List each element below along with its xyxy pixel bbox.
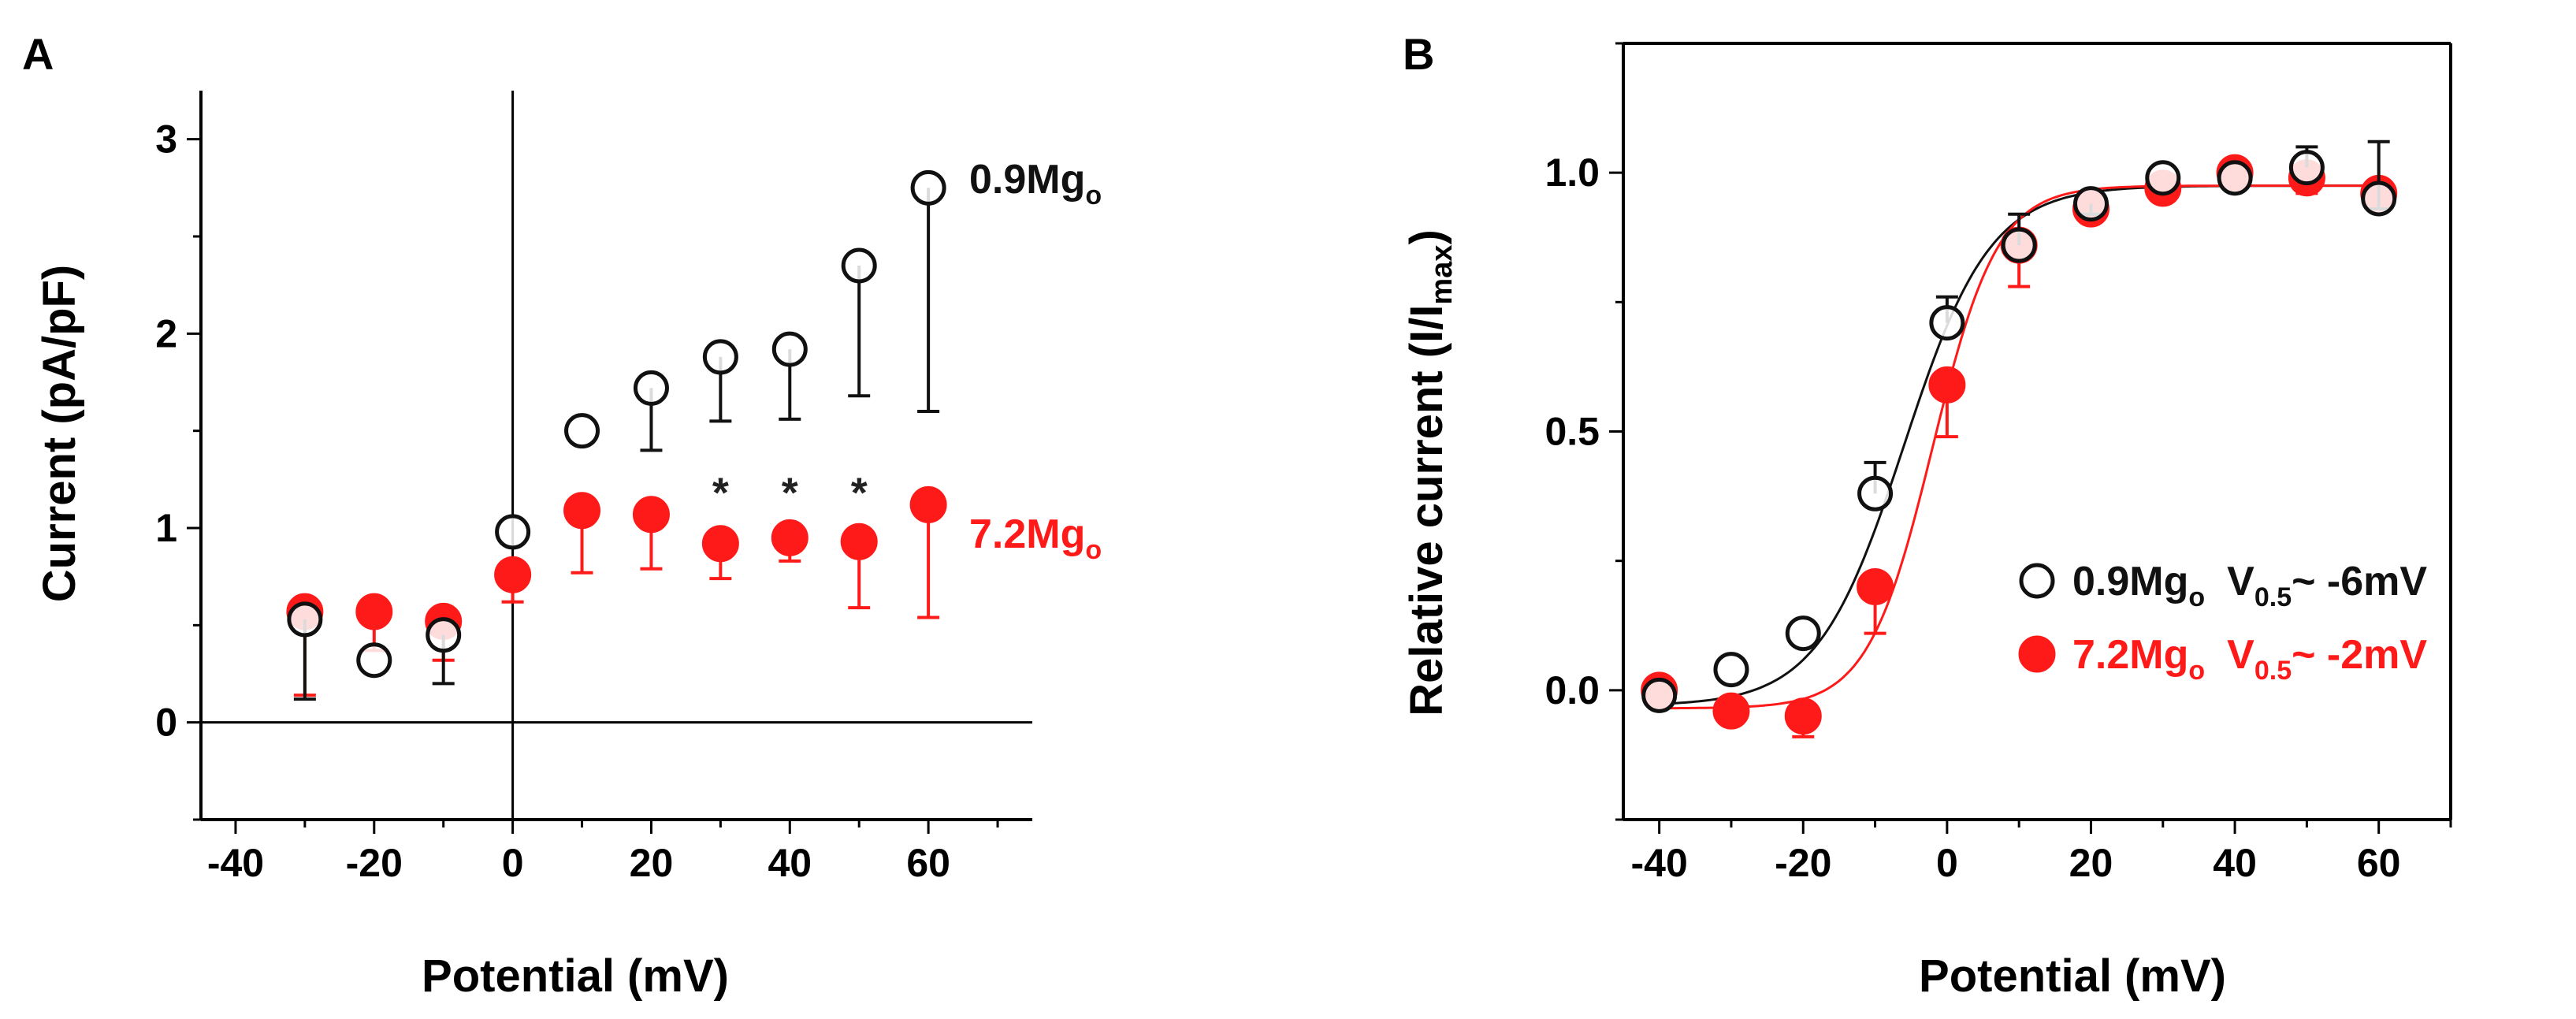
panel-a-point-control (910, 169, 946, 206)
panel-b-x-tick-label: 40 (2213, 841, 2257, 885)
panel-a-point-control (287, 601, 323, 638)
panel-b-point-control (2145, 160, 2181, 196)
panel-b-point-control (2001, 227, 2037, 263)
panel-a: A -40 -20 0 20 40 60 0 1 2 3 * * * Potential (mV) Cu… (22, 29, 1102, 1002)
panel-b-point-control (1713, 652, 1749, 688)
panel-a-point-high-mg (563, 492, 601, 530)
panel-b-plot-area: -40 -20 0 20 40 60 0.0 0.5 1.0 (1544, 42, 2452, 885)
panel-a-letter: A (22, 29, 54, 79)
panel-b-y-tick-label: 0.0 (1544, 668, 1600, 712)
panel-b-y-axis-title: Relative current (I/Imax) (1401, 229, 1459, 716)
panel-a-point-high-mg (771, 519, 808, 556)
panel-b-point-control (1641, 677, 1678, 713)
panel-a-point-high-mg (355, 593, 393, 630)
legend-label-control: 0.9Mgo V0.5~ -6mV (2072, 559, 2427, 612)
panel-a-significance-star: * (782, 470, 798, 517)
panel-b-x-tick-label: 0 (1936, 841, 1958, 885)
panel-a-label-high-mg: 7.2Mgo (969, 511, 1102, 565)
panel-a-y-axis-title: Current (pA/pF) (34, 265, 85, 603)
panel-a-point-high-mg (632, 496, 670, 534)
legend-marker-high-mg (2018, 635, 2056, 673)
panel-b-point-control (1785, 615, 1821, 652)
panel-b-x-tick-label: 60 (2357, 841, 2401, 885)
panel-b-point-control (2288, 150, 2325, 186)
legend-label-high-mg: 7.2Mgo V0.5~ -2mV (2072, 632, 2427, 686)
panel-a-label-control: 0.9Mgo (969, 157, 1102, 210)
panel-b-point-control (2072, 186, 2109, 222)
panel-b-x-axis-title: Potential (mV) (1919, 950, 2226, 1002)
panel-b-point-high-mg (1928, 366, 1966, 404)
panel-a-point-control (841, 247, 877, 284)
panel-b-point-high-mg (1712, 692, 1750, 730)
panel-a-y-tick-label: 2 (155, 311, 177, 355)
panel-b-point-control (1857, 475, 1894, 511)
panel-b-letter: B (1403, 29, 1434, 79)
panel-a-significance-star: * (712, 470, 729, 517)
panel-a-significance-star: * (851, 470, 868, 517)
panel-a-x-tick-label: 20 (630, 841, 674, 885)
legend-marker-control (2019, 563, 2055, 599)
panel-a-plot-area: -40 -20 0 20 40 60 0 1 2 3 * * * (155, 91, 1032, 885)
panel-a-point-control (426, 617, 462, 653)
panel-a-point-high-mg (840, 523, 878, 560)
panel-a-y-tick-label: 3 (155, 117, 177, 162)
panel-a-x-tick-label: 0 (502, 841, 524, 885)
panel-b-x-tick-label: -20 (1775, 841, 1831, 885)
panel-b-x-tick-label: 20 (2069, 841, 2113, 885)
panel-a-point-high-mg (701, 525, 739, 563)
panel-b-y-tick-label: 1.0 (1544, 151, 1600, 195)
panel-a-x-axis-title: Potential (mV) (422, 950, 729, 1002)
panel-a-y-tick-label: 0 (155, 701, 177, 745)
panel-a-x-tick-label: -20 (346, 841, 403, 885)
panel-b-point-high-mg (1857, 568, 1894, 605)
panel-b-y-tick-label: 0.5 (1544, 410, 1600, 454)
panel-b-point-control (2361, 180, 2397, 217)
panel-b-point-high-mg (1784, 697, 1822, 735)
panel-a-point-control (356, 642, 392, 679)
panel-b: B -40 -20 0 20 40 600.00.51.0 Potential (mV) … (1401, 29, 2452, 1002)
panel-a-x-tick-label: -40 (207, 841, 264, 885)
panel-b-legend: 0.9Mgo V0.5~ -6mV 7.2Mgo V0.5~ -2mV (2018, 559, 2427, 686)
panel-b-point-control (1929, 305, 1965, 341)
panel-a-x-tick-label: 40 (768, 841, 812, 885)
panel-a-y-tick-label: 1 (155, 506, 177, 550)
panel-a-point-high-mg (909, 485, 947, 523)
panel-a-point-high-mg (494, 556, 532, 593)
panel-a-point-control (702, 339, 738, 375)
panel-a-point-control (633, 370, 669, 406)
panel-a-point-control (495, 514, 531, 550)
panel-b-point-control (2217, 160, 2253, 196)
panel-b-x-tick-label: -40 (1631, 841, 1688, 885)
panel-a-point-control (564, 413, 600, 449)
panel-a-point-control (771, 331, 808, 367)
panel-a-x-tick-label: 60 (906, 841, 950, 885)
